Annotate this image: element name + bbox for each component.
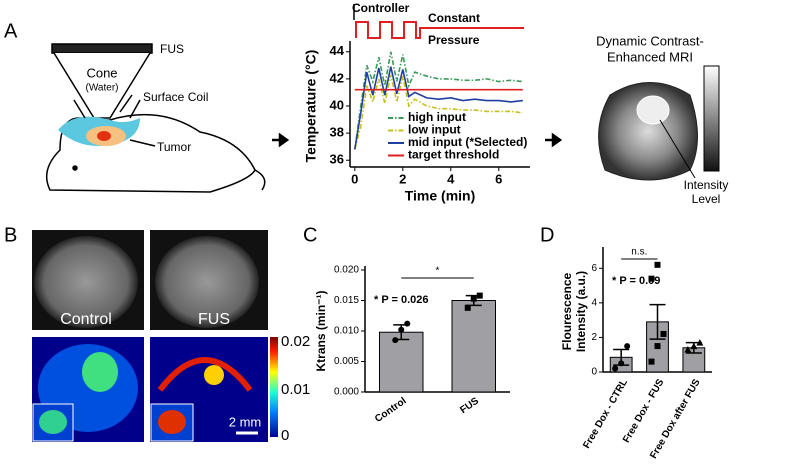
data-point <box>398 326 405 333</box>
panel-label: D <box>540 224 554 246</box>
image-label: FUS <box>198 311 230 328</box>
legend-label: mid input (*Selected) <box>408 135 527 149</box>
data-point <box>660 330 667 337</box>
error-bar <box>649 303 666 340</box>
data-point <box>470 295 477 302</box>
label: Cone <box>86 65 117 80</box>
colorbar-tick: 0 <box>281 427 289 444</box>
label: Level <box>692 192 721 206</box>
x-tick-label: 4 <box>447 171 455 186</box>
label: Enhanced MRI <box>607 49 693 64</box>
panel-label: B <box>4 224 17 246</box>
y-axis-label: Intensity (a.u.) <box>574 271 588 352</box>
y-tick-label: 0.015 <box>334 295 359 306</box>
line-series <box>354 66 523 150</box>
label: Intensity <box>684 178 729 192</box>
bar <box>451 300 496 393</box>
x-tick-label: 0 <box>351 171 358 186</box>
image-label: Control <box>60 311 112 328</box>
scale-label: 2 mm <box>229 414 262 429</box>
line-series <box>354 51 523 150</box>
data-point <box>404 320 411 327</box>
label: Tumor <box>157 140 191 154</box>
pointer <box>659 119 696 179</box>
colorbar <box>703 65 720 172</box>
label: (Water) <box>86 83 119 94</box>
significance-label: * <box>436 266 440 277</box>
significance-label: n.s. <box>631 247 647 258</box>
y-tick-label: 42 <box>330 70 344 85</box>
data-point <box>612 365 619 372</box>
legend-label: target threshold <box>408 148 499 162</box>
label: Controller <box>352 1 410 15</box>
x-tick-label: 6 <box>495 171 502 186</box>
data-point <box>464 304 471 311</box>
y-tick-label: 38 <box>330 125 344 140</box>
x-tick-label: 2 <box>399 171 406 186</box>
panel-label: C <box>303 224 317 246</box>
mri-scans <box>32 230 278 442</box>
y-tick-label: 0.005 <box>334 356 359 367</box>
y-axis-label: Flourescence <box>560 272 574 350</box>
y-tick-label: 0.020 <box>334 265 359 276</box>
y-tick-label: 6 <box>591 263 597 274</box>
y-tick-label: 4 <box>591 297 597 308</box>
y-axis-label: Ktrans (min⁻¹) <box>314 290 328 371</box>
data-point <box>654 261 661 268</box>
y-tick-label: 2 <box>591 332 597 343</box>
data-point <box>648 275 655 282</box>
x-axis-label: Time (min) <box>405 188 476 204</box>
data-point <box>690 342 698 350</box>
data-point <box>696 339 704 346</box>
bar <box>379 331 424 393</box>
panel-label: A <box>4 20 18 42</box>
tumor-region <box>636 95 670 125</box>
legend-label: high input <box>408 110 466 124</box>
y-tick-label: 0.010 <box>334 326 359 337</box>
y-axis-label: Temperature (°C) <box>303 50 319 163</box>
annotation: * P = 0.026 <box>374 294 429 306</box>
mouse-diagram <box>45 43 266 193</box>
data-point <box>654 343 661 350</box>
label: Surface Coil <box>143 90 208 104</box>
y-tick-label: 36 <box>330 152 344 167</box>
arrow <box>545 132 563 148</box>
annotation: * P = 0.09 <box>612 275 660 287</box>
y-tick-label: 0 <box>591 367 597 378</box>
y-tick-label: 0.000 <box>334 387 359 398</box>
label: Pressure <box>428 33 480 47</box>
pressure-wave <box>355 21 524 39</box>
data-point <box>684 346 692 353</box>
data-point <box>476 292 483 299</box>
colorbar-tick: 0.01 <box>281 381 310 398</box>
data-point <box>392 337 399 344</box>
label: Dynamic Contrast- <box>596 33 704 48</box>
data-point <box>624 343 631 350</box>
data-point <box>618 360 625 367</box>
y-tick-label: 44 <box>330 43 345 58</box>
arrow <box>272 132 290 148</box>
data-point <box>648 358 655 365</box>
colorbar-tick: 0.02 <box>281 333 310 350</box>
x-tick-label: FUS <box>458 395 481 416</box>
legend-label: low input <box>408 123 461 137</box>
y-tick-label: 40 <box>330 97 344 112</box>
line-series <box>354 74 523 150</box>
label: Constant <box>428 11 480 25</box>
x-tick-label: Control <box>373 395 409 425</box>
label: FUS <box>160 42 184 56</box>
